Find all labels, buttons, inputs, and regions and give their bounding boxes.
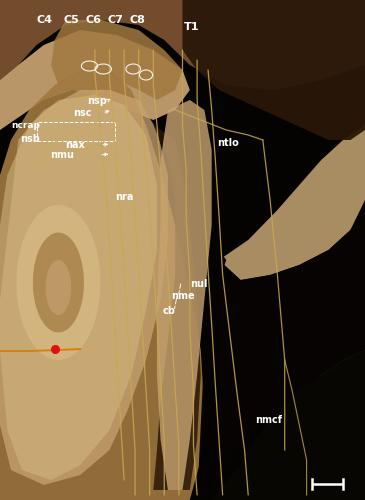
Polygon shape xyxy=(219,125,365,280)
Text: C4: C4 xyxy=(36,15,53,25)
Text: nax: nax xyxy=(65,140,85,150)
Text: nmcf: nmcf xyxy=(255,415,283,425)
Text: nul: nul xyxy=(190,279,207,289)
Polygon shape xyxy=(16,205,100,360)
Polygon shape xyxy=(46,260,71,315)
Text: ncrap: ncrap xyxy=(11,122,40,130)
Polygon shape xyxy=(157,100,212,490)
Polygon shape xyxy=(153,125,201,490)
Text: C8: C8 xyxy=(130,15,145,25)
Polygon shape xyxy=(0,70,204,500)
Polygon shape xyxy=(212,210,365,500)
Polygon shape xyxy=(33,232,84,332)
Text: nsp: nsp xyxy=(88,96,107,106)
Text: C6: C6 xyxy=(86,15,102,25)
Polygon shape xyxy=(197,250,226,500)
Polygon shape xyxy=(0,0,365,90)
Text: cb: cb xyxy=(162,306,175,316)
Text: ntlo: ntlo xyxy=(217,138,239,148)
Text: nme: nme xyxy=(171,291,195,301)
Bar xyxy=(36,122,115,141)
Text: nmu: nmu xyxy=(50,150,74,160)
Text: nsc: nsc xyxy=(73,108,92,118)
Polygon shape xyxy=(0,95,157,480)
Polygon shape xyxy=(51,20,182,100)
Text: T1: T1 xyxy=(184,22,200,32)
Text: nsb: nsb xyxy=(20,134,40,143)
Polygon shape xyxy=(182,0,365,140)
Text: C7: C7 xyxy=(108,15,123,25)
Polygon shape xyxy=(0,90,168,485)
Text: C5: C5 xyxy=(64,15,80,25)
Polygon shape xyxy=(0,30,190,130)
Polygon shape xyxy=(212,350,365,500)
Polygon shape xyxy=(212,280,365,500)
Text: nra: nra xyxy=(115,192,133,202)
